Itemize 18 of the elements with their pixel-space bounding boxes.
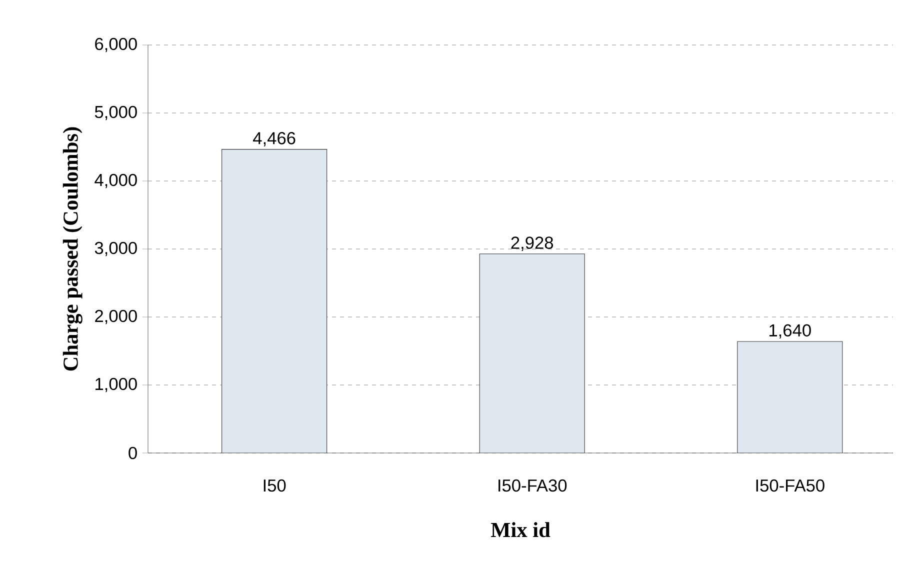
data-label: 1,640 (770, 324, 811, 339)
bar (479, 254, 585, 453)
y-tick-label: 6,000 (95, 38, 137, 52)
x-tick-label: I50-FA50 (756, 479, 824, 492)
y-tick-label: 1,000 (96, 378, 137, 392)
x-tick-label: I50 (264, 479, 286, 492)
y-tick-label: 3,000 (94, 242, 137, 256)
data-label: 2,928 (511, 236, 554, 251)
x-axis-title: Mix id (490, 522, 550, 538)
data-label: 4,466 (253, 132, 296, 146)
bar (222, 149, 328, 453)
y-tick-label: 5,000 (94, 106, 137, 120)
y-tick-label: 0 (128, 446, 137, 460)
x-tick-label: I50-FA30 (498, 479, 567, 492)
y-tick-label: 4,000 (94, 174, 137, 188)
y-tick-label: 2,000 (95, 310, 137, 324)
y-axis-title: Charge passed (Coulombs) (62, 127, 82, 371)
bar (737, 341, 843, 453)
